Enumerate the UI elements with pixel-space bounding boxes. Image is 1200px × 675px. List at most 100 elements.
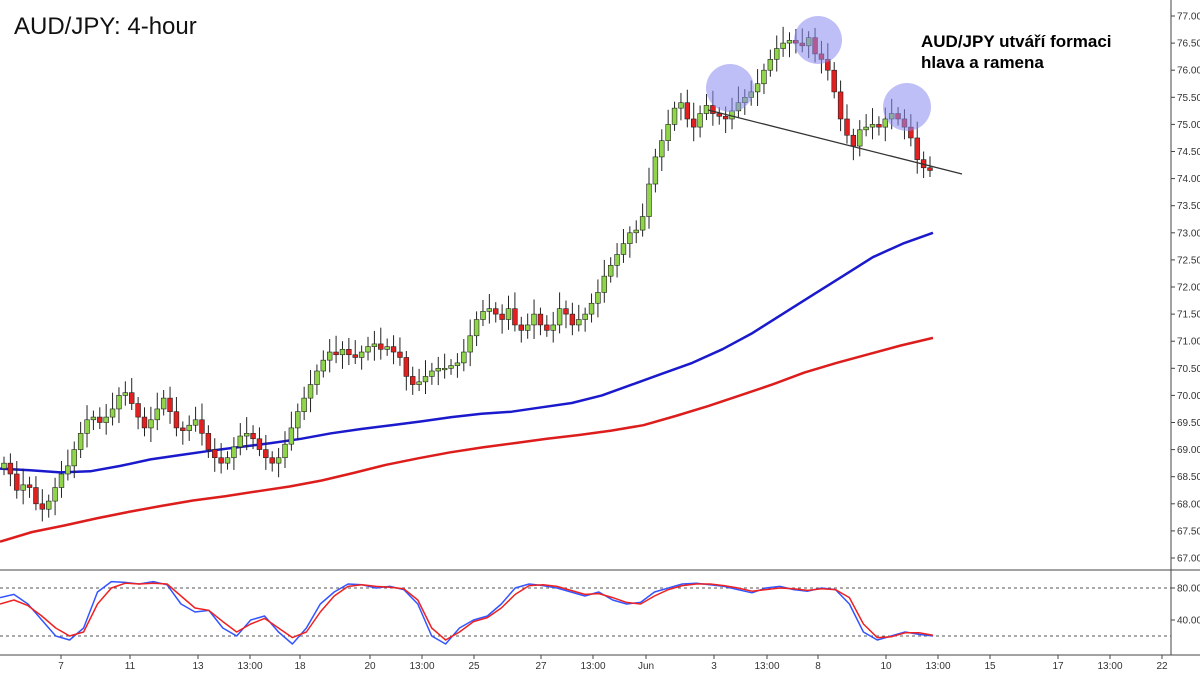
neckline-line	[707, 109, 963, 175]
candle	[697, 105, 703, 138]
candle-body-bull	[441, 367, 448, 371]
candle-body-bull	[116, 395, 122, 410]
candle-body-bear	[403, 357, 410, 377]
candle-body-bear	[691, 118, 697, 128]
candle-body-bull	[148, 419, 154, 429]
moving-averages	[0, 231, 934, 543]
candle-body-bull	[524, 324, 531, 331]
time-tick-label: 11	[125, 661, 136, 672]
candle	[633, 220, 639, 244]
candle-body-bull	[454, 362, 461, 366]
candle	[243, 417, 250, 451]
candle-body-bull	[595, 292, 601, 304]
candle	[352, 340, 358, 364]
time-tick-label: Jun	[638, 661, 654, 672]
candle	[761, 63, 767, 95]
candle	[263, 434, 269, 470]
time-tick-label: 13:00	[925, 661, 950, 672]
candle	[403, 350, 410, 391]
candle	[346, 337, 352, 366]
price-axis: 77.000 76.500 76.000 75.500 75.000 74.500 74.0…	[1171, 12, 1200, 627]
candle-body-bull	[122, 392, 129, 396]
candle	[410, 366, 416, 395]
candle-body-bull	[77, 433, 84, 450]
candle	[116, 387, 122, 424]
candle-body-bull	[761, 69, 767, 85]
candle	[544, 315, 550, 337]
candle	[646, 167, 652, 229]
candle	[569, 302, 576, 336]
candle-body-bear	[493, 308, 499, 315]
candle	[607, 257, 614, 283]
candle	[39, 489, 46, 522]
time-tick-label: 13:00	[580, 661, 605, 672]
candle-body-bear	[141, 416, 148, 429]
candle-body-bull	[109, 408, 116, 418]
candle-body-bull	[671, 107, 678, 125]
candle	[1, 456, 7, 476]
candle-body-bear	[173, 411, 180, 429]
candle	[505, 295, 512, 330]
candle	[295, 403, 301, 441]
candle	[652, 148, 659, 193]
candle-body-bear	[39, 503, 46, 510]
candle	[33, 476, 39, 511]
candle	[109, 392, 116, 426]
candle	[14, 460, 20, 499]
candle-body-bull	[786, 40, 793, 44]
candle-body-bull	[282, 443, 288, 459]
highlight-head	[794, 16, 842, 64]
candle	[122, 381, 129, 406]
candle-body-bull	[582, 313, 588, 320]
time-tick-label: 3	[711, 661, 717, 672]
time-tick-label: 17	[1052, 661, 1064, 672]
candle-body-bear	[397, 351, 403, 358]
candle	[659, 129, 665, 172]
candle-body-bear	[537, 313, 544, 326]
candle-body-bull	[767, 59, 774, 71]
price-tick-label: 71.500	[1177, 310, 1200, 321]
candle	[218, 443, 224, 474]
candle-body-bull	[371, 343, 378, 347]
candle	[531, 299, 537, 340]
candle	[837, 80, 844, 132]
candle	[7, 453, 14, 487]
candle	[620, 229, 627, 263]
candle	[250, 425, 256, 450]
candle	[378, 327, 384, 360]
candle	[26, 476, 33, 498]
candles	[1, 26, 933, 522]
candle-body-bull	[703, 105, 710, 114]
highlight-right-shoulder	[883, 83, 931, 131]
candle	[576, 304, 582, 332]
candle	[384, 338, 390, 356]
candle	[52, 477, 58, 516]
candle-body-bull	[480, 311, 486, 320]
candle-body-bear	[346, 349, 352, 356]
price-tick-label: 77.000	[1177, 12, 1200, 23]
candle-body-bull	[52, 487, 58, 502]
price-tick-label: 69.500	[1177, 418, 1200, 429]
candle	[256, 427, 263, 457]
oscillator-line-blue	[0, 580, 934, 645]
candle	[486, 294, 493, 324]
candle	[135, 397, 141, 430]
candle	[550, 311, 556, 343]
chart-title: AUD/JPY: 4-hour	[14, 13, 197, 40]
candle-body-bull	[84, 419, 90, 434]
price-tick-label: 76.500	[1177, 39, 1200, 50]
candle	[320, 350, 327, 378]
candle-body-bull	[614, 254, 620, 266]
candle	[914, 121, 920, 174]
candle-body-bear	[716, 113, 722, 117]
candle-body-bull	[1, 462, 7, 469]
candle	[844, 104, 850, 144]
candle-body-bull	[665, 124, 671, 141]
candle-body-bull	[588, 302, 595, 315]
candle-body-bull	[754, 83, 761, 93]
candle	[671, 101, 678, 131]
pattern-highlights	[706, 16, 931, 131]
time-tick-label: 13:00	[237, 661, 262, 672]
candle-body-bull	[231, 446, 237, 459]
candle	[224, 451, 231, 470]
